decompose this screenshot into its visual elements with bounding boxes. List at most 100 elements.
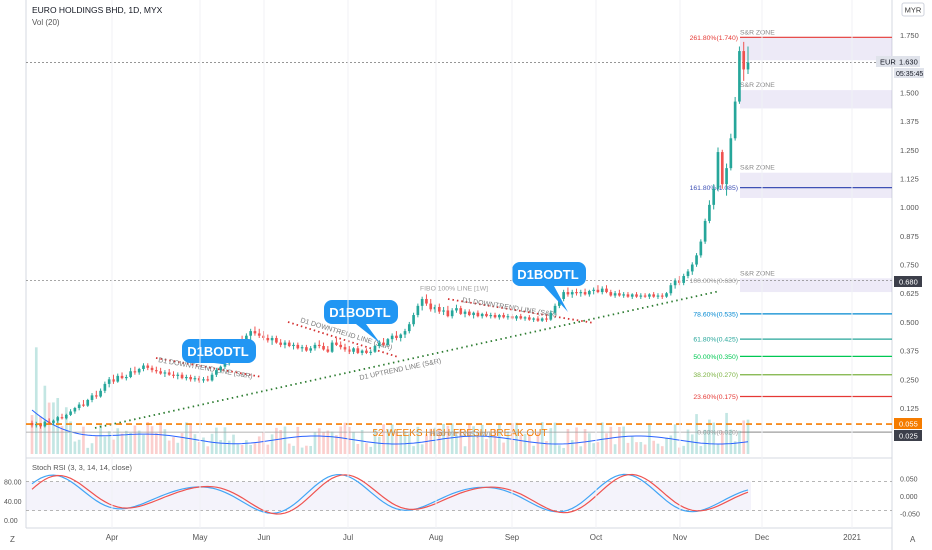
candle — [746, 46, 750, 75]
candle — [528, 315, 531, 321]
candle — [82, 399, 85, 407]
volume-bar — [695, 414, 698, 454]
candle-body — [613, 293, 617, 296]
volume-bar — [648, 424, 651, 454]
volume-bar — [292, 445, 295, 454]
volume-bar — [425, 434, 428, 454]
volume-bar — [377, 436, 381, 454]
volume-bar — [142, 434, 145, 454]
volume-bar — [232, 434, 235, 454]
candle-body — [124, 377, 128, 379]
time-axis-label: Apr — [106, 533, 119, 542]
volume-bar — [99, 423, 102, 454]
candle — [86, 398, 90, 407]
candle-body — [107, 379, 111, 384]
candle-body — [467, 311, 471, 316]
volume-bar — [622, 426, 625, 454]
stoch-right-axis-label: 0.000 — [900, 494, 918, 501]
candle-body — [343, 347, 347, 350]
candle — [335, 337, 338, 347]
volume-bar — [498, 423, 501, 454]
candle-body — [159, 371, 162, 374]
candle-body — [60, 417, 64, 419]
price-pane[interactable] — [26, 0, 892, 458]
volume-bar — [86, 447, 90, 454]
price-axis-label: 0.375 — [900, 347, 919, 356]
candle — [519, 313, 523, 320]
volume-bar — [172, 437, 175, 454]
candle-body — [352, 348, 355, 352]
candle — [695, 253, 698, 267]
volume-bar — [570, 440, 574, 454]
volume-bar — [146, 422, 150, 454]
candle-body — [163, 372, 167, 374]
candle — [600, 286, 604, 295]
candle-body — [399, 334, 403, 338]
candle — [47, 418, 51, 425]
candle — [352, 347, 355, 355]
candle-body — [618, 293, 621, 296]
auto-scale-button[interactable]: A — [910, 535, 916, 544]
candle — [172, 371, 175, 379]
zoom-corner-button[interactable]: Z — [10, 535, 15, 544]
candle — [52, 419, 55, 426]
candle — [609, 289, 613, 297]
volume-bar — [613, 444, 617, 454]
candle — [124, 374, 128, 381]
callout-label: D1BODTL — [187, 344, 248, 359]
candle-body — [699, 241, 703, 256]
candle-body — [455, 308, 458, 311]
candle — [202, 377, 205, 383]
volume-bar — [77, 439, 81, 454]
candle — [142, 363, 145, 372]
volume-bar — [373, 428, 377, 454]
candle-body — [665, 293, 668, 297]
candle-body — [407, 324, 411, 332]
candle-body — [519, 316, 523, 319]
currency-button[interactable]: MYR — [901, 2, 925, 17]
candle — [283, 340, 287, 349]
time-axis-label: Sep — [505, 533, 520, 542]
candle — [56, 416, 60, 423]
candle-body — [347, 349, 351, 352]
volume-bar — [540, 422, 544, 454]
candle — [43, 420, 47, 428]
volume-bar — [309, 445, 313, 454]
time-axis-label: Oct — [590, 533, 603, 542]
volume-bar — [124, 430, 128, 454]
volume-bar — [369, 446, 373, 454]
candle-body — [652, 294, 656, 297]
candle — [613, 290, 617, 298]
candle — [69, 409, 72, 417]
sr-zones-layer: S&R ZONE S&R ZONE S&R ZONE S&R ZONE — [740, 29, 892, 293]
volume-bar — [112, 439, 115, 454]
candle-body — [609, 292, 613, 296]
bottom-tag: 0.025 — [894, 430, 922, 441]
candle-body — [626, 294, 630, 297]
volume-bar — [412, 446, 415, 454]
candle-body — [412, 315, 415, 325]
volume-bar — [133, 425, 137, 454]
price-axis-label: 1.375 — [900, 117, 919, 126]
volume-bar — [626, 442, 630, 454]
volume-bar — [716, 444, 720, 454]
candle — [292, 342, 295, 350]
candle — [442, 307, 445, 316]
volume-bar — [420, 444, 424, 454]
callout-bubble — [324, 300, 398, 343]
candle-body — [326, 349, 330, 352]
candle-body — [695, 255, 698, 265]
candle-body — [673, 280, 677, 286]
candle — [433, 304, 437, 313]
candle-body — [82, 404, 85, 406]
volume-bar — [47, 402, 51, 454]
volume-bar — [703, 429, 707, 454]
volume-bar — [210, 433, 214, 454]
candle-body — [450, 310, 454, 317]
volume-bar — [347, 426, 351, 454]
volume-bar — [699, 446, 703, 454]
candle — [279, 339, 282, 348]
volume-bar — [485, 439, 488, 454]
stoch-left-axis-label: 0.00 — [4, 518, 18, 525]
candle — [369, 349, 373, 356]
